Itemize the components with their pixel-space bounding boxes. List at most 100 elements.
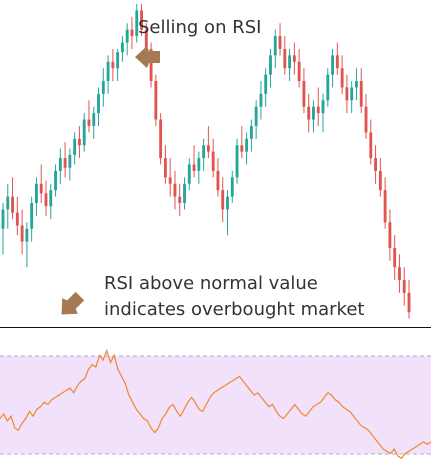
candle-body	[254, 106, 258, 126]
candle-body	[77, 138, 81, 146]
candlestick	[249, 119, 253, 152]
candle-body	[192, 164, 196, 171]
candlestick	[192, 145, 196, 178]
candle-body	[369, 132, 373, 159]
candle-body	[187, 164, 191, 184]
candle-body	[15, 212, 19, 226]
candlestick	[1, 203, 5, 255]
candlestick	[15, 196, 19, 236]
candlestick	[240, 125, 244, 159]
candlestick	[163, 145, 167, 184]
candle-body	[202, 145, 206, 159]
rsi-note-line1: RSI above normal value	[104, 273, 318, 294]
candlestick	[58, 148, 62, 184]
candlestick	[393, 235, 397, 281]
candlestick	[135, 4, 139, 43]
candle-body	[140, 10, 143, 30]
candle-body	[240, 145, 244, 152]
candle-body	[378, 170, 382, 191]
candle-body	[39, 183, 43, 194]
candlestick	[39, 164, 43, 204]
candle-body	[206, 145, 210, 152]
candle-body	[393, 247, 397, 268]
candle-body	[249, 125, 253, 139]
candlestick	[159, 113, 163, 165]
candlestick	[254, 100, 258, 139]
candle-body	[350, 87, 354, 101]
candlestick	[326, 68, 330, 107]
candle-body	[178, 196, 182, 204]
rsi-note-line2: indicates overbought market	[104, 299, 364, 320]
candle-body	[288, 55, 292, 69]
candle-body	[135, 10, 139, 37]
candlestick	[178, 183, 182, 216]
candle-body	[1, 209, 5, 229]
candlestick	[278, 23, 282, 56]
candle-body	[44, 193, 48, 207]
candle-body	[355, 81, 358, 88]
candlestick	[97, 87, 100, 126]
candle-body	[283, 48, 287, 69]
candle-body	[197, 158, 201, 171]
candle-body	[364, 106, 368, 133]
candle-body	[49, 190, 53, 207]
candle-body	[149, 48, 153, 82]
candle-body	[264, 74, 268, 94]
candle-body	[163, 158, 167, 178]
candle-body	[211, 151, 215, 171]
candle-body	[35, 183, 38, 204]
candle-body	[388, 222, 392, 248]
candlestick	[331, 48, 335, 88]
candle-body	[73, 138, 77, 155]
candle-body	[340, 68, 344, 88]
candle-body	[168, 177, 172, 184]
candlestick	[350, 81, 354, 114]
candlestick	[68, 148, 72, 181]
candlestick	[168, 158, 172, 197]
candlestick	[197, 151, 201, 184]
candle-body	[68, 154, 72, 168]
candlestick	[130, 16, 134, 49]
candle-body	[58, 158, 62, 171]
candlestick	[345, 74, 349, 114]
candle-body	[173, 183, 177, 197]
candle-body	[269, 55, 272, 75]
candlestick	[92, 106, 96, 139]
candle-body	[307, 106, 311, 120]
candlestick	[269, 48, 272, 88]
candlestick	[25, 222, 29, 268]
candlestick	[35, 177, 38, 216]
candle-body	[92, 113, 96, 126]
candlestick	[369, 119, 373, 165]
candlestick	[307, 93, 311, 133]
candle-body	[111, 61, 115, 69]
arrow-down-left-icon	[61, 291, 85, 315]
candle-body	[273, 36, 277, 56]
candlestick	[120, 36, 124, 62]
candle-body	[116, 52, 120, 69]
candlestick	[87, 100, 91, 133]
candle-body	[235, 145, 239, 178]
candle-body	[25, 228, 29, 242]
candlestick	[140, 4, 143, 37]
rsi-overbought-band	[0, 356, 431, 454]
rsi-panel	[0, 348, 431, 460]
candle-body	[82, 119, 86, 146]
candlestick	[359, 68, 363, 114]
candlestick	[378, 158, 382, 197]
candle-body	[259, 93, 263, 107]
candle-body	[316, 106, 320, 114]
candle-body	[226, 196, 229, 210]
candle-body	[63, 158, 67, 168]
candle-body	[30, 203, 34, 229]
candle-body	[374, 158, 377, 171]
candlestick	[63, 142, 67, 178]
candle-body	[216, 170, 220, 191]
candle-body	[159, 119, 163, 159]
candlestick	[77, 125, 81, 159]
candle-body	[302, 81, 306, 107]
candlestick	[312, 100, 315, 133]
rsi-line	[0, 348, 431, 460]
candle-body	[20, 225, 24, 242]
